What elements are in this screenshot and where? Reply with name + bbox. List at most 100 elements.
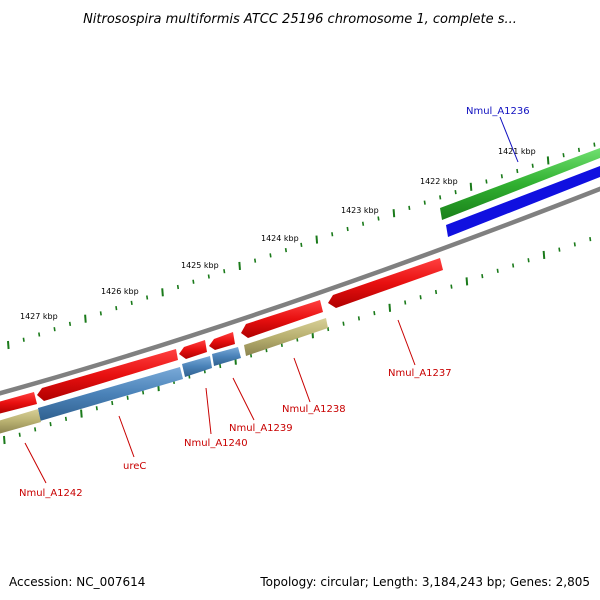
outer-tick-marks <box>7 142 596 350</box>
tick-mark <box>253 258 257 263</box>
tick-mark <box>481 273 484 279</box>
cds-feature-urec[interactable] <box>37 349 178 401</box>
tick-mark <box>192 279 195 284</box>
tick-mark <box>546 156 550 165</box>
tick-mark <box>593 142 596 147</box>
tick-mark <box>562 153 565 158</box>
gene-feature-nmul-a1238[interactable] <box>244 318 328 356</box>
cds-feature-nmul-a1240[interactable] <box>179 340 207 359</box>
cds-feature-nmul-a1239[interactable] <box>209 332 235 350</box>
cds-feature-urec-blue[interactable] <box>38 367 183 421</box>
tick-mark <box>512 263 515 268</box>
tick-mark <box>527 258 530 263</box>
gene-feature-nmul-a1236[interactable] <box>440 148 600 220</box>
leader-line-nmul-a1242 <box>24 442 47 484</box>
cds-feature-nmul-a1240-blue[interactable] <box>182 356 212 377</box>
tick-mark <box>146 295 149 300</box>
gene-label-nmul-a1242[interactable]: Nmul_A1242 <box>19 488 83 499</box>
cds-feature-nmul-a1237[interactable] <box>328 258 443 308</box>
tick-mark <box>423 200 426 205</box>
tick-mark <box>573 242 576 247</box>
tick-mark <box>346 226 349 232</box>
tick-mark <box>34 427 37 432</box>
gene-label-nmul-a1238[interactable]: Nmul_A1238 <box>282 404 346 415</box>
tick-mark <box>238 261 241 270</box>
tick-mark <box>161 288 164 297</box>
tick-mark <box>223 269 226 274</box>
cds-feature-nmul-a1236[interactable] <box>446 166 600 237</box>
tick-mark <box>331 232 334 237</box>
inner-strand-genes <box>0 258 443 434</box>
tick-mark <box>80 409 83 418</box>
chromosome-backbone <box>0 186 600 396</box>
gene-label-nmul-a1240[interactable]: Nmul_A1240 <box>184 438 248 449</box>
tick-labels: 1421 kbp 1422 kbp 1423 kbp 1424 kbp 1425 kbp… <box>20 147 536 321</box>
tick-mark <box>38 332 41 337</box>
tick-mark <box>500 174 503 179</box>
tick-mark <box>176 284 180 290</box>
tick-mark <box>284 247 288 253</box>
tick-mark <box>454 189 457 195</box>
tick-mark <box>408 205 411 211</box>
tick-mark <box>589 236 592 242</box>
tick-mark <box>577 147 581 153</box>
tick-mark <box>361 221 365 226</box>
tick-mark <box>49 422 52 427</box>
topology-summary-text: Topology: circular; Length: 3,184,243 bp… <box>259 575 590 589</box>
cds-feature-nmul-a1239-blue[interactable] <box>212 347 241 366</box>
tick-mark <box>53 327 56 332</box>
leader-line-urec <box>118 415 135 458</box>
tick-mark <box>450 284 453 289</box>
leader-line-nmul-a1238 <box>293 357 311 403</box>
tick-label: 1421 kbp <box>498 147 536 156</box>
tick-mark <box>531 163 534 168</box>
tick-mark <box>84 314 87 323</box>
tick-mark <box>64 416 68 421</box>
tick-mark <box>315 235 319 244</box>
tick-label: 1425 kbp <box>181 261 219 270</box>
tick-mark <box>357 316 361 321</box>
tick-mark <box>130 300 133 305</box>
gene-feature-nmul-a1242[interactable] <box>0 409 41 434</box>
tick-mark <box>558 247 561 252</box>
cds-feature-nmul-a1238[interactable] <box>241 300 323 338</box>
tick-mark <box>419 295 422 300</box>
tick-mark <box>207 274 210 279</box>
accession-text: Accession: NC_007614 <box>9 575 145 589</box>
tick-mark <box>469 182 473 191</box>
tick-mark <box>3 435 6 445</box>
tick-mark <box>439 195 442 200</box>
tick-label: 1426 kbp <box>101 287 139 296</box>
leader-line-nmul-a1237 <box>397 319 416 366</box>
tick-mark <box>111 400 114 406</box>
tick-mark <box>7 340 10 350</box>
tick-label: 1424 kbp <box>261 234 299 243</box>
gene-label-nmul-a1237[interactable]: Nmul_A1237 <box>388 368 452 379</box>
gene-label-nmul-a1236[interactable]: Nmul_A1236 <box>466 106 530 117</box>
tick-mark <box>22 337 25 342</box>
tick-mark <box>95 406 98 411</box>
tick-mark <box>115 305 118 311</box>
leader-line-nmul-a1236 <box>499 116 519 163</box>
leader-line-nmul-a1240 <box>205 387 212 435</box>
tick-mark <box>516 168 519 174</box>
tick-mark <box>18 432 21 437</box>
tick-mark <box>377 216 380 221</box>
tick-mark <box>388 303 392 312</box>
cds-feature-nmul-a1242[interactable] <box>0 392 37 414</box>
gene-label-urec[interactable]: ureC <box>123 461 146 472</box>
tick-mark <box>434 289 438 295</box>
tick-label: 1422 kbp <box>420 177 458 186</box>
tick-mark <box>373 310 376 316</box>
tick-mark <box>542 250 546 260</box>
tick-label: 1427 kbp <box>20 312 58 321</box>
map-title: Nitrosospira multiformis ATCC 25196 chro… <box>83 12 517 27</box>
gene-label-nmul-a1239[interactable]: Nmul_A1239 <box>229 423 293 434</box>
tick-mark <box>141 390 145 395</box>
tick-mark <box>496 268 499 273</box>
tick-mark <box>342 321 345 326</box>
tick-label: 1423 kbp <box>341 206 379 215</box>
tick-mark <box>465 277 469 286</box>
tick-mark <box>269 253 272 258</box>
